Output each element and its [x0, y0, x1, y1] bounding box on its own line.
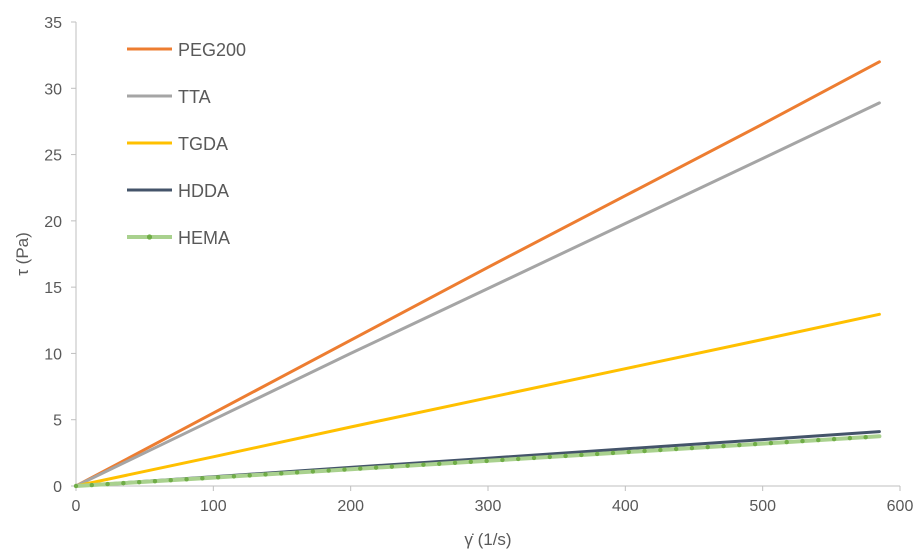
data-point-hema	[831, 436, 837, 442]
y-tick-label: 25	[44, 148, 62, 165]
data-point-hema	[73, 483, 79, 489]
legend-label-peg200: PEG200	[178, 40, 246, 60]
y-tick-label: 15	[44, 280, 62, 297]
data-point-hema	[500, 457, 505, 463]
data-point-hema	[547, 454, 552, 460]
data-point-hema	[594, 451, 600, 457]
data-point-hema	[152, 478, 158, 484]
x-tick-label: 0	[72, 498, 81, 515]
data-point-hema	[531, 455, 537, 461]
data-point-hema	[405, 463, 410, 468]
data-point-hema	[263, 472, 268, 477]
data-point-hema	[626, 449, 631, 455]
data-point-hema	[721, 443, 726, 449]
data-point-hema	[800, 438, 805, 444]
data-point-hema	[689, 445, 695, 451]
y-tick-label: 5	[53, 413, 62, 430]
data-point-hema	[468, 459, 474, 465]
data-point-hema	[121, 480, 126, 486]
data-point-hema	[342, 467, 347, 472]
data-point-hema	[516, 456, 521, 462]
data-point-hema	[294, 470, 300, 475]
data-point-hema	[247, 473, 252, 478]
data-point-hema	[579, 452, 584, 458]
x-axis-title: γ̇ (1/s)	[464, 530, 511, 549]
data-point-hema	[200, 476, 205, 481]
data-point-hema	[310, 469, 316, 474]
data-point-hema	[610, 450, 616, 456]
data-point-hema	[705, 444, 710, 450]
series-line-peg200	[74, 60, 881, 488]
data-point-hema	[389, 464, 395, 469]
series-line-tta	[74, 101, 881, 488]
data-point-hema	[89, 482, 94, 488]
data-point-hema	[863, 434, 868, 440]
data-point-hema	[136, 479, 142, 485]
data-point-hema	[737, 442, 742, 448]
data-point-hema	[168, 478, 173, 483]
data-point-hema	[279, 471, 284, 476]
legend-label-tgda: TGDA	[178, 134, 228, 154]
data-point-hema	[184, 477, 189, 482]
data-point-hema	[673, 446, 679, 452]
y-tick-label: 35	[44, 15, 62, 32]
y-tick-label: 10	[44, 346, 62, 363]
x-tick-label: 300	[475, 498, 502, 515]
data-point-hema	[484, 458, 489, 464]
data-point-hema	[563, 453, 568, 459]
y-tick-label: 20	[44, 214, 62, 231]
x-tick-label: 100	[200, 498, 227, 515]
x-tick-label: 400	[612, 498, 639, 515]
data-point-hema	[358, 466, 363, 471]
data-point-hema	[421, 462, 426, 467]
data-point-hema	[816, 437, 821, 443]
x-tick-label: 600	[887, 498, 914, 515]
data-point-hema	[784, 439, 789, 445]
data-point-hema	[768, 440, 774, 446]
y-tick-label: 30	[44, 81, 62, 98]
data-point-hema	[658, 447, 663, 453]
legend-label-hema: HEMA	[178, 228, 230, 248]
data-point-hema	[847, 435, 853, 441]
data-point-hema	[231, 474, 237, 479]
legend-label-hdda: HDDA	[178, 181, 229, 201]
series-line-tgda	[74, 312, 881, 488]
legend-marker-hema	[146, 234, 153, 240]
y-axis-title: τ (Pa)	[13, 232, 32, 276]
data-point-hema	[437, 461, 442, 466]
x-tick-label: 200	[337, 498, 364, 515]
data-point-hema	[642, 448, 647, 454]
x-tick-label: 500	[749, 498, 776, 515]
y-tick-label: 0	[53, 479, 62, 496]
data-point-hema	[105, 481, 110, 487]
data-point-hema	[752, 441, 758, 447]
data-point-hema	[215, 475, 221, 480]
data-point-hema	[326, 468, 331, 473]
data-point-hema	[452, 460, 458, 466]
legend-label-tta: TTA	[178, 87, 211, 107]
data-point-hema	[373, 465, 379, 470]
